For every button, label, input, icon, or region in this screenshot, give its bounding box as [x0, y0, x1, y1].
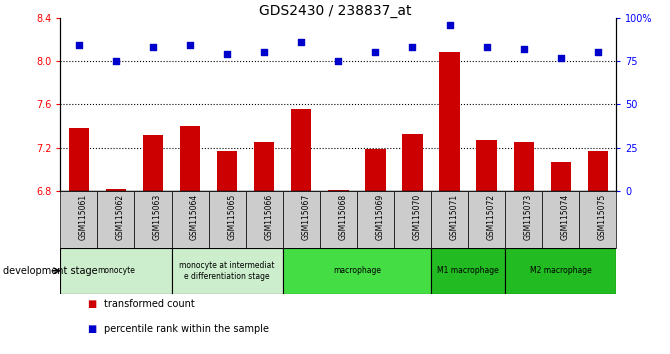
Point [370, 50, 381, 55]
Bar [402, 134, 423, 191]
Bar [291, 109, 312, 191]
Point [185, 42, 196, 48]
Bar [365, 149, 386, 191]
Bar [505, 191, 542, 248]
Text: ■: ■ [87, 324, 96, 334]
Bar [431, 191, 468, 248]
Text: GSM115067: GSM115067 [302, 194, 310, 240]
Bar [246, 191, 283, 248]
Bar [97, 191, 135, 248]
Text: GSM115063: GSM115063 [153, 194, 162, 240]
Bar [394, 191, 431, 248]
Text: GSM115061: GSM115061 [79, 194, 88, 240]
Bar [208, 191, 246, 248]
Point [333, 58, 344, 64]
Text: transformed count: transformed count [104, 299, 194, 309]
Point [259, 50, 269, 55]
Bar [283, 191, 320, 248]
Text: GSM115069: GSM115069 [375, 194, 385, 240]
Text: development stage: development stage [3, 266, 98, 276]
Point [74, 42, 84, 48]
Point [444, 22, 455, 28]
Bar [440, 52, 460, 191]
Text: percentile rank within the sample: percentile rank within the sample [104, 324, 269, 334]
Text: GSM115070: GSM115070 [413, 194, 421, 240]
Point [519, 46, 529, 52]
Bar [60, 248, 172, 294]
Point [111, 58, 121, 64]
Bar [135, 191, 172, 248]
Text: ■: ■ [87, 299, 96, 309]
Text: GDS2430 / 238837_at: GDS2430 / 238837_at [259, 4, 411, 18]
Text: monocyte at intermediat
e differentiation stage: monocyte at intermediat e differentiatio… [180, 261, 275, 280]
Bar [551, 162, 571, 191]
Point [296, 39, 307, 45]
Bar [283, 248, 431, 294]
Bar [328, 190, 348, 191]
Text: monocyte: monocyte [97, 266, 135, 275]
Text: GSM115062: GSM115062 [116, 194, 125, 240]
Bar [217, 151, 237, 191]
Bar [320, 191, 357, 248]
Point [147, 44, 158, 50]
Bar [180, 126, 200, 191]
Bar [172, 248, 283, 294]
Bar [68, 128, 89, 191]
Point [555, 55, 566, 61]
Text: GSM115075: GSM115075 [598, 194, 607, 240]
Text: M1 macrophage: M1 macrophage [438, 266, 499, 275]
Bar [505, 248, 616, 294]
Bar [468, 191, 505, 248]
Point [222, 51, 232, 57]
Point [407, 44, 418, 50]
Text: GSM115068: GSM115068 [338, 194, 347, 240]
Point [592, 50, 603, 55]
Text: macrophage: macrophage [333, 266, 381, 275]
Bar [172, 191, 208, 248]
Text: GSM115066: GSM115066 [264, 194, 273, 240]
Text: M2 macrophage: M2 macrophage [530, 266, 592, 275]
Bar [431, 248, 505, 294]
Bar [106, 189, 126, 191]
Bar [357, 191, 394, 248]
Bar [143, 135, 163, 191]
Text: GSM115065: GSM115065 [227, 194, 236, 240]
Text: GSM115071: GSM115071 [450, 194, 458, 240]
Point [481, 44, 492, 50]
Text: GSM115064: GSM115064 [190, 194, 199, 240]
Bar [542, 191, 580, 248]
Text: GSM115073: GSM115073 [524, 194, 533, 240]
Text: GSM115072: GSM115072 [486, 194, 496, 240]
Bar [588, 151, 608, 191]
Bar [580, 191, 616, 248]
Bar [476, 140, 497, 191]
Bar [60, 191, 97, 248]
Bar [254, 142, 275, 191]
Bar [513, 142, 534, 191]
Text: GSM115074: GSM115074 [561, 194, 570, 240]
